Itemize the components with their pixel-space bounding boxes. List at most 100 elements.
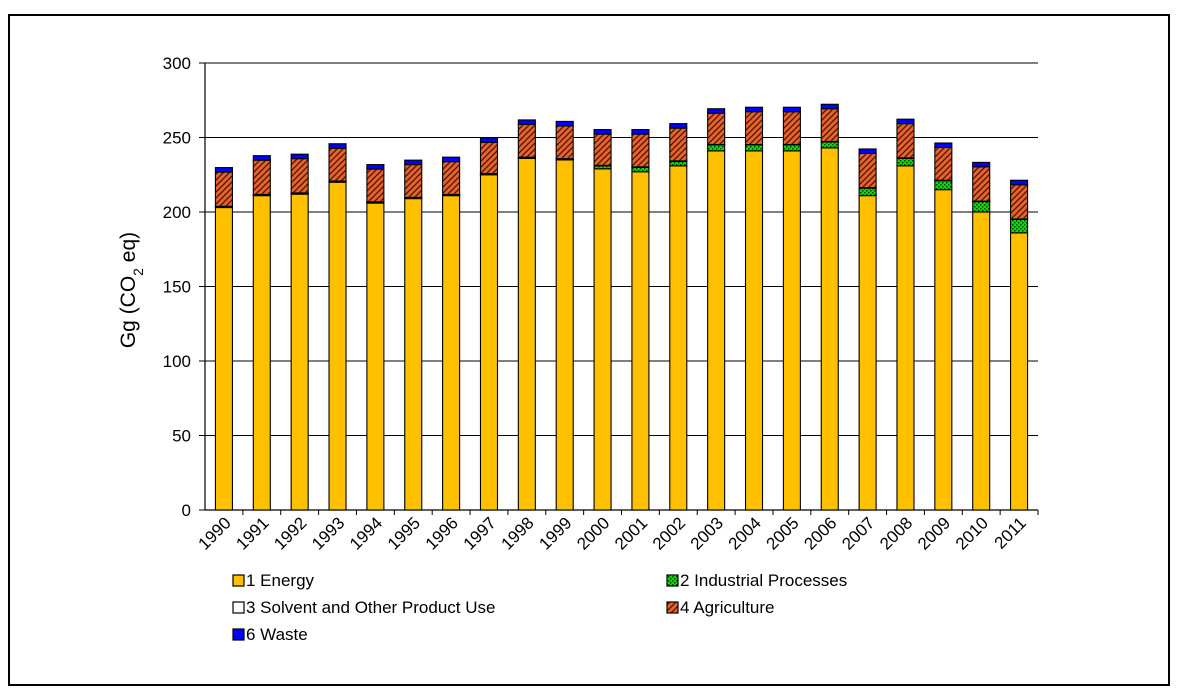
bar-1993-series-4 xyxy=(328,147,347,182)
bar-2009-series-5 xyxy=(934,142,953,149)
bar-1993-series-5 xyxy=(328,143,347,149)
x-tick-label: 2006 xyxy=(800,513,840,553)
x-tick-labels: 1990199119921993199419951996199719981999… xyxy=(195,513,1030,553)
bar-2005-series-2 xyxy=(782,144,801,152)
bar-2008-series-2 xyxy=(896,157,915,167)
x-tick-label: 2008 xyxy=(876,513,916,553)
bar-2001-series-2 xyxy=(631,166,650,173)
bar-2005-series-5 xyxy=(782,106,801,113)
x-tick-label: 2011 xyxy=(991,513,1030,552)
x-tick-label: 1992 xyxy=(270,513,310,553)
bar-1990-series-1 xyxy=(214,206,233,511)
bar-2009-series-4 xyxy=(934,146,953,181)
legend-entry-1: 1 Energy xyxy=(246,571,315,590)
x-tick-label: 2004 xyxy=(725,513,765,553)
bar-2007-series-4 xyxy=(858,152,877,189)
y-tick-label: 300 xyxy=(163,54,191,73)
bar-1998-series-4 xyxy=(517,123,536,158)
bar-2010-series-2 xyxy=(972,201,991,213)
bar-1995-series-1 xyxy=(404,198,423,511)
x-tick-label: 1995 xyxy=(384,513,424,553)
bar-2002-series-2 xyxy=(669,160,688,167)
bar-1992-series-1 xyxy=(290,193,309,511)
bar-2002-series-1 xyxy=(669,165,688,511)
bar-1997-series-5 xyxy=(479,137,499,143)
bar-1999-series-4 xyxy=(555,125,574,160)
x-tick-label: 2010 xyxy=(952,513,992,553)
x-tick-label: 2007 xyxy=(838,513,878,553)
bar-2010-series-5 xyxy=(972,161,991,168)
bar-1994-series-5 xyxy=(366,164,385,170)
bar-1996-series-4 xyxy=(442,161,461,195)
x-tick-label: 2002 xyxy=(649,513,689,553)
y-axis-label-main: Gg (CO xyxy=(117,276,140,348)
bar-2004-series-1 xyxy=(744,150,764,511)
bar-1990-series-4 xyxy=(214,171,233,207)
legend-swatch-5 xyxy=(232,628,245,641)
bar-2003-series-2 xyxy=(707,144,726,152)
bar-2004-series-5 xyxy=(744,106,764,113)
y-axis-label: Gg (CO2 eq) xyxy=(117,232,146,348)
x-tick-label: 1998 xyxy=(497,513,537,553)
bar-1996-series-1 xyxy=(442,195,461,511)
bar-2005-series-1 xyxy=(782,150,801,511)
bar-2000-series-1 xyxy=(593,168,612,511)
y-tick-label: 50 xyxy=(172,427,191,446)
bar-1999-series-5 xyxy=(555,120,574,127)
bar-1992-series-5 xyxy=(290,153,309,160)
bar-1998-series-1 xyxy=(517,157,536,511)
legend-swatch-4 xyxy=(666,601,679,614)
y-tick-label: 150 xyxy=(163,278,191,297)
bar-2008-series-5 xyxy=(896,118,915,125)
x-tick-label: 2005 xyxy=(763,513,803,553)
bar-2009-series-1 xyxy=(934,189,953,511)
bar-2009-series-2 xyxy=(934,180,953,191)
bar-1996-series-5 xyxy=(442,156,461,163)
legend: 1 Energy 2 Industrial Processes 3 Solvent … xyxy=(232,571,847,644)
y-tick-label: 100 xyxy=(163,352,191,371)
x-tick-label: 1993 xyxy=(308,513,348,553)
legend-entry-2: 2 Industrial Processes xyxy=(680,571,847,590)
y-axis-label-subscript: 2 xyxy=(130,268,146,276)
bar-2011-series-5 xyxy=(1010,179,1029,186)
y-tick-label: 200 xyxy=(163,203,191,222)
bar-2007-series-2 xyxy=(858,187,877,197)
bar-1991-series-5 xyxy=(252,155,271,161)
x-tick-label: 2001 xyxy=(611,513,651,553)
bar-2000-series-5 xyxy=(593,129,612,135)
bar-2002-series-5 xyxy=(669,123,688,129)
bar-1994-series-1 xyxy=(366,202,385,511)
bar-2011-series-1 xyxy=(1010,232,1029,511)
bar-2003-series-1 xyxy=(707,150,726,511)
bar-2001-series-4 xyxy=(631,133,650,168)
y-tick-label: 0 xyxy=(182,501,191,520)
bar-2010-series-1 xyxy=(972,211,991,511)
bar-2003-series-5 xyxy=(707,108,726,114)
bar-1992-series-4 xyxy=(290,158,309,194)
x-tick-label: 1990 xyxy=(195,513,235,553)
x-tick-label: 1999 xyxy=(535,513,575,553)
bar-2006-series-1 xyxy=(820,147,839,511)
bar-2007-series-1 xyxy=(858,195,877,511)
legend-entry-3: 3 Solvent and Other Product Use xyxy=(246,598,495,617)
legend-entry-4: 4 Agriculture xyxy=(680,598,775,617)
bar-1990-series-5 xyxy=(214,167,233,173)
bar-1991-series-1 xyxy=(252,195,271,511)
bar-2007-series-5 xyxy=(858,148,877,154)
x-tick-label: 1997 xyxy=(460,513,500,553)
bar-2003-series-4 xyxy=(707,112,726,146)
bar-1997-series-4 xyxy=(479,141,499,175)
bar-1995-series-5 xyxy=(404,159,423,166)
x-tick-label: 2009 xyxy=(914,513,954,553)
bar-2008-series-1 xyxy=(896,165,915,511)
bar-1991-series-4 xyxy=(252,159,271,195)
bar-1998-series-5 xyxy=(517,119,536,125)
bar-2001-series-5 xyxy=(631,129,650,135)
bar-2005-series-4 xyxy=(782,111,801,146)
x-tick-label: 1991 xyxy=(232,513,272,553)
y-tick-label: 250 xyxy=(163,129,191,148)
bar-2008-series-4 xyxy=(896,123,915,159)
bar-2000-series-4 xyxy=(593,133,612,166)
bar-1994-series-4 xyxy=(366,168,385,203)
